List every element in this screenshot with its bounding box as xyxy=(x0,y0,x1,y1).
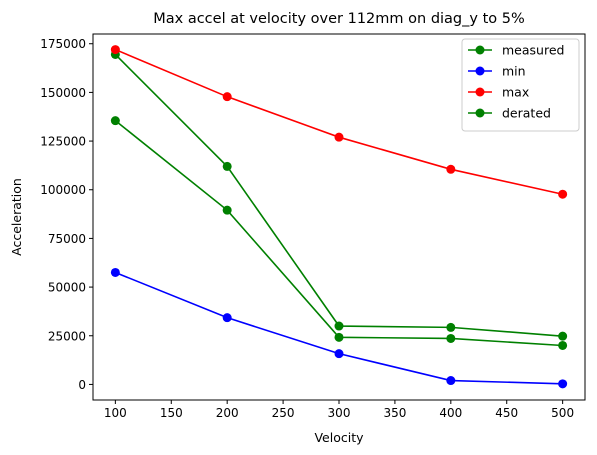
data-point-min xyxy=(222,313,232,323)
y-axis-ticks: 0 25000 50000 75000 100000 125000 150000 175000 xyxy=(40,37,93,392)
plot-series xyxy=(110,45,568,389)
legend-marker xyxy=(475,45,485,55)
data-point-derated xyxy=(222,205,232,215)
data-point-measured xyxy=(558,331,568,341)
data-point-max xyxy=(222,92,232,102)
legend-label: max xyxy=(502,85,529,100)
data-point-max xyxy=(110,45,120,55)
legend-item-min: min xyxy=(468,64,526,79)
legend-marker xyxy=(475,87,485,97)
data-point-derated xyxy=(558,340,568,350)
y-tick-label: 125000 xyxy=(40,135,86,149)
x-tick-label: 250 xyxy=(272,406,295,420)
plot-frame xyxy=(92,33,586,401)
chart-legend: measured min max derated xyxy=(461,38,580,132)
x-tick-label: 300 xyxy=(328,406,351,420)
legend-label: derated xyxy=(502,106,551,121)
y-tick-label: 175000 xyxy=(40,37,86,51)
legend-marker xyxy=(475,66,485,76)
data-point-min xyxy=(334,349,344,359)
chart-title: Max accel at velocity over 112mm on diag… xyxy=(153,11,525,27)
series-max xyxy=(110,45,568,199)
x-tick-label: 350 xyxy=(383,406,406,420)
series-measured xyxy=(110,49,568,341)
y-tick-label: 100000 xyxy=(40,183,86,197)
x-axis-ticks: 100 150 200 250 300 350 400 450 500 xyxy=(104,400,574,420)
data-point-max xyxy=(558,189,568,199)
series-derated xyxy=(110,116,568,350)
y-tick-label: 50000 xyxy=(48,281,86,295)
x-tick-label: 450 xyxy=(495,406,518,420)
x-tick-label: 500 xyxy=(551,406,574,420)
x-tick-label: 150 xyxy=(160,406,183,420)
y-tick-label: 150000 xyxy=(40,86,86,100)
legend-label: min xyxy=(502,64,526,79)
y-tick-label: 0 xyxy=(78,378,86,392)
x-tick-label: 100 xyxy=(104,406,127,420)
data-point-measured xyxy=(446,322,456,332)
data-point-max xyxy=(446,164,456,174)
data-point-derated xyxy=(334,332,344,342)
x-axis-label: Velocity xyxy=(314,430,364,445)
legend-marker xyxy=(475,108,485,118)
x-tick-label: 200 xyxy=(216,406,239,420)
y-tick-label: 75000 xyxy=(48,232,86,246)
legend-item-measured: measured xyxy=(468,43,564,58)
x-tick-label: 400 xyxy=(439,406,462,420)
y-tick-label: 25000 xyxy=(48,329,86,343)
data-point-derated xyxy=(446,333,456,343)
data-point-derated xyxy=(110,116,120,126)
data-point-min xyxy=(446,376,456,386)
legend-label: measured xyxy=(502,43,564,58)
data-point-min xyxy=(558,379,568,389)
series-min xyxy=(110,267,568,389)
legend-item-max: max xyxy=(468,85,529,100)
data-point-measured xyxy=(334,321,344,331)
legend-box xyxy=(461,38,580,132)
data-point-min xyxy=(110,267,120,277)
data-point-measured xyxy=(222,161,232,171)
y-axis-label: Acceleration xyxy=(9,178,24,256)
data-point-max xyxy=(334,132,344,142)
legend-item-derated: derated xyxy=(468,106,551,121)
